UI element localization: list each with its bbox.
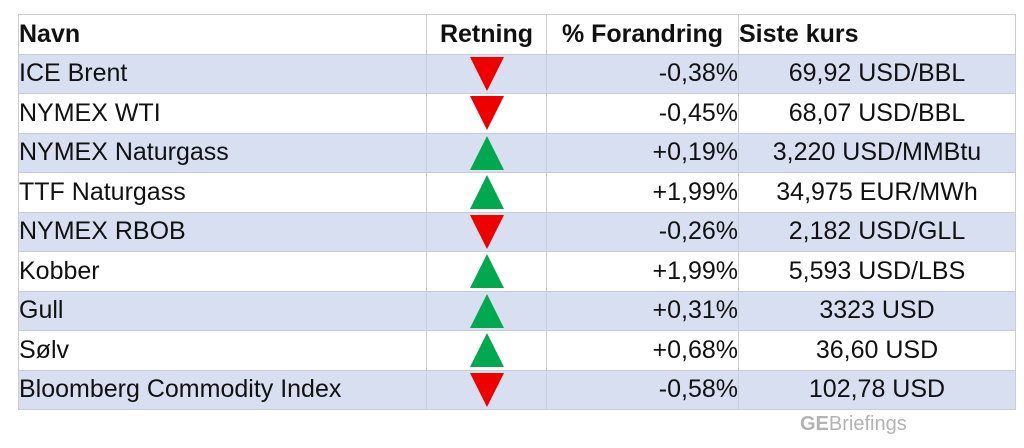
last-price: 3323 USD <box>738 290 1016 331</box>
percent-change: +1,99% <box>546 172 739 213</box>
header-direction: Retning <box>426 14 547 55</box>
commodity-name: NYMEX WTI <box>18 93 427 134</box>
triangle-down-icon <box>469 214 504 249</box>
direction-cell <box>426 93 547 134</box>
table-row: Sølv +0,68% 36,60 USD <box>18 330 1016 371</box>
percent-change: +0,68% <box>546 330 739 371</box>
last-price: 34,975 EUR/MWh <box>738 172 1016 213</box>
percent-change: -0,26% <box>546 211 739 252</box>
triangle-up-icon <box>469 293 504 328</box>
last-price: 69,92 USD/BBL <box>738 53 1016 94</box>
brand-prefix: GE <box>800 413 829 435</box>
header-price: Siste kurs <box>738 14 1016 55</box>
direction-cell <box>426 132 547 173</box>
commodity-name: Kobber <box>18 251 427 292</box>
commodity-table: Navn Retning % Forandring Siste kurs ICE… <box>18 14 1016 410</box>
percent-change: -0,45% <box>546 93 739 134</box>
commodity-name: NYMEX RBOB <box>18 211 427 252</box>
commodity-name: TTF Naturgass <box>18 172 427 213</box>
direction-cell <box>426 369 547 410</box>
triangle-down-icon <box>469 96 504 131</box>
brand-logo: GEBriefings <box>800 413 907 436</box>
header-name: Navn <box>18 14 427 55</box>
last-price: 5,593 USD/LBS <box>738 251 1016 292</box>
percent-change: -0,58% <box>546 369 739 410</box>
table-row: TTF Naturgass +1,99% 34,975 EUR/MWh <box>18 172 1016 213</box>
header-change: % Forandring <box>546 14 739 55</box>
triangle-up-icon <box>469 333 504 368</box>
table-row: Kobber +1,99% 5,593 USD/LBS <box>18 251 1016 292</box>
percent-change: +1,99% <box>546 251 739 292</box>
triangle-down-icon <box>469 372 504 407</box>
table-row: ICE Brent -0,38% 69,92 USD/BBL <box>18 53 1016 94</box>
last-price: 3,220 USD/MMBtu <box>738 132 1016 173</box>
table-row: NYMEX Naturgass +0,19% 3,220 USD/MMBtu <box>18 132 1016 173</box>
last-price: 68,07 USD/BBL <box>738 93 1016 134</box>
table-row: Gull +0,31% 3323 USD <box>18 290 1016 331</box>
percent-change: -0,38% <box>546 53 739 94</box>
last-price: 2,182 USD/GLL <box>738 211 1016 252</box>
commodity-name: Bloomberg Commodity Index <box>18 369 427 410</box>
last-price: 102,78 USD <box>738 369 1016 410</box>
direction-cell <box>426 290 547 331</box>
direction-cell <box>426 330 547 371</box>
table-header-row: Navn Retning % Forandring Siste kurs <box>18 14 1016 55</box>
table-body: ICE Brent -0,38% 69,92 USD/BBL NYMEX WTI -0,… <box>18 53 1016 410</box>
triangle-up-icon <box>469 254 504 289</box>
direction-cell <box>426 251 547 292</box>
commodity-name: ICE Brent <box>18 53 427 94</box>
triangle-down-icon <box>469 56 504 91</box>
brand-suffix: Briefings <box>828 413 907 435</box>
percent-change: +0,19% <box>546 132 739 173</box>
direction-cell <box>426 172 547 213</box>
triangle-up-icon <box>469 175 504 210</box>
commodity-name: NYMEX Naturgass <box>18 132 427 173</box>
triangle-up-icon <box>469 135 504 170</box>
commodity-name: Sølv <box>18 330 427 371</box>
last-price: 36,60 USD <box>738 330 1016 371</box>
table-row: Bloomberg Commodity Index -0,58% 102,78 US… <box>18 369 1016 410</box>
direction-cell <box>426 211 547 252</box>
table-row: NYMEX WTI -0,45% 68,07 USD/BBL <box>18 93 1016 134</box>
table-row: NYMEX RBOB -0,26% 2,182 USD/GLL <box>18 211 1016 252</box>
percent-change: +0,31% <box>546 290 739 331</box>
direction-cell <box>426 53 547 94</box>
commodity-name: Gull <box>18 290 427 331</box>
